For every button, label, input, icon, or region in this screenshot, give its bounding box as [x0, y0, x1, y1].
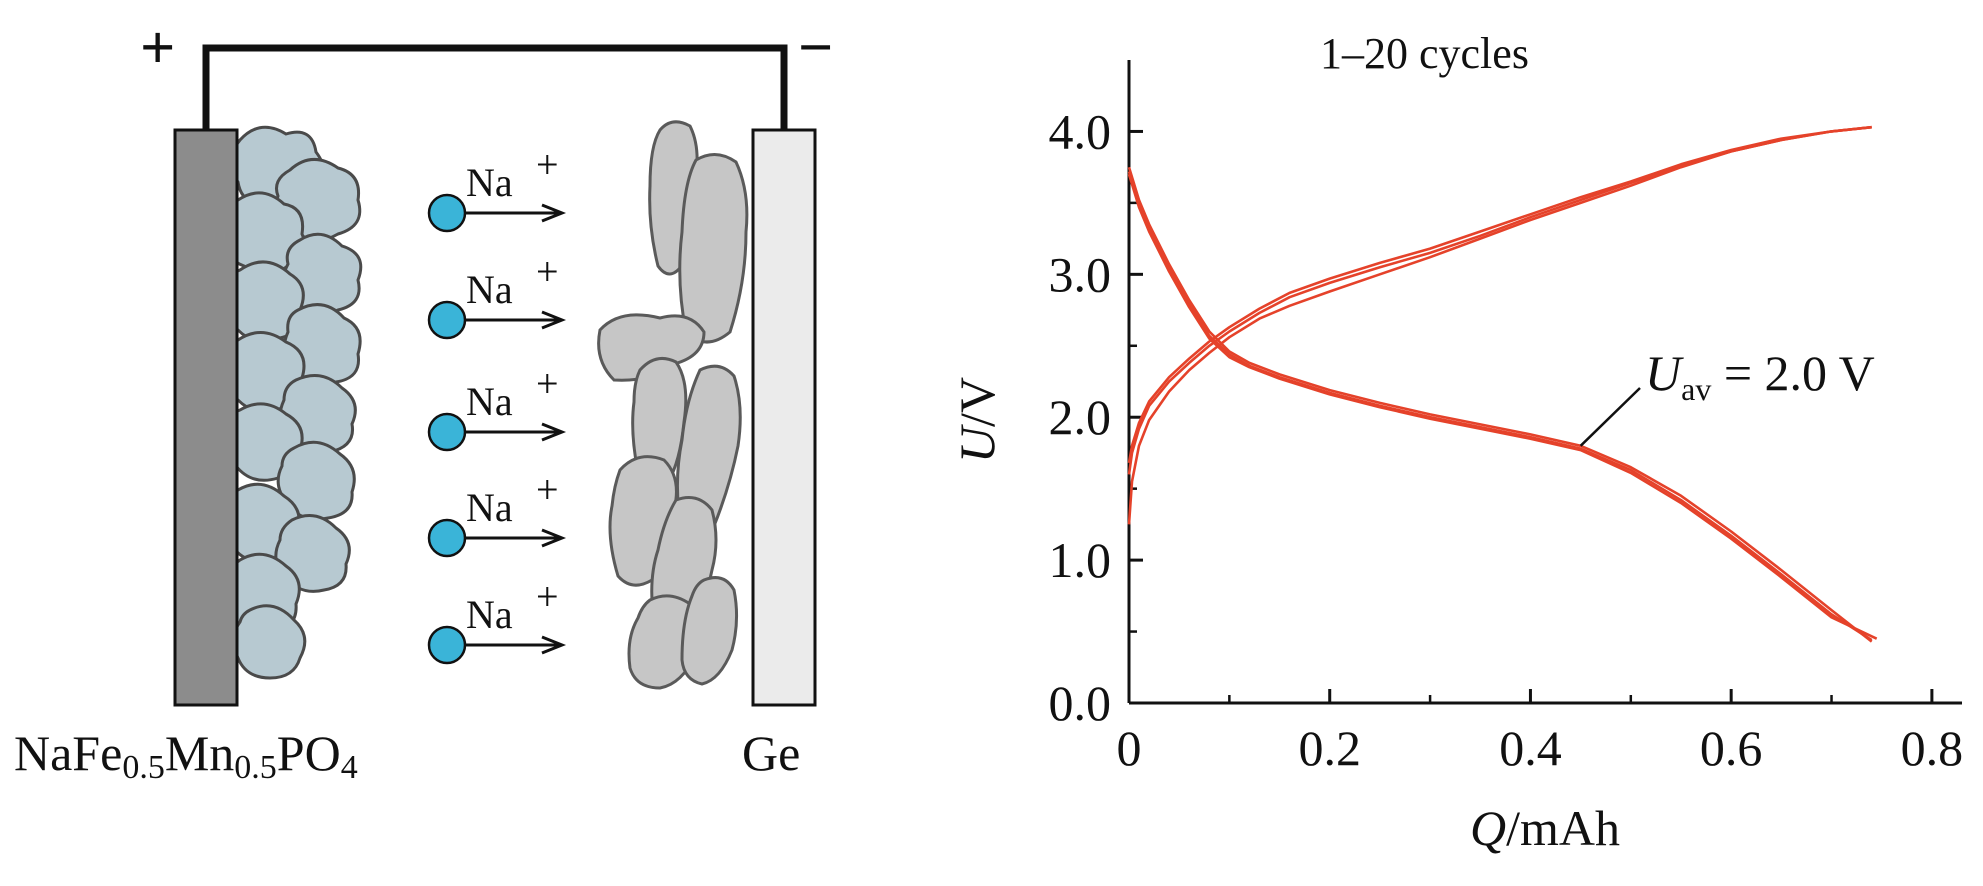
- x-tick-label: 0.4: [1499, 720, 1562, 776]
- discharge-curve-5: [1127, 171, 1873, 642]
- average-voltage-annotation: Uav = 2.0 V: [1579, 345, 1875, 447]
- sodium-ion-icon: [427, 518, 467, 558]
- ion-row-4: Na +: [427, 467, 567, 558]
- ion-charge: +: [536, 142, 559, 187]
- arrowhead-icon: [541, 635, 567, 655]
- y-tick-label: 0.0: [1049, 675, 1112, 731]
- ion-label: Na: [466, 379, 513, 424]
- y-axis-title: U/V: [949, 377, 1005, 463]
- x-axis: 0 0.2 0.4 0.6 0.8: [1117, 689, 1964, 776]
- discharge-curve-6: [1127, 173, 1878, 640]
- ion-row-1: Na +: [427, 142, 567, 233]
- y-tick-label: 2.0: [1049, 389, 1112, 445]
- sodium-ion-icon: [427, 300, 467, 340]
- annotation-leader-line: [1579, 387, 1641, 447]
- sodium-ion-icon: [427, 412, 467, 452]
- ion-charge: +: [536, 574, 559, 619]
- positive-terminal-sign: +: [140, 14, 175, 82]
- ion-label: Na: [466, 592, 513, 637]
- cathode-particles: [221, 125, 363, 680]
- arrowhead-icon: [541, 422, 567, 442]
- y-tick-label: 1.0: [1049, 532, 1112, 588]
- ion-charge: +: [536, 361, 559, 406]
- ion-label: Na: [466, 485, 513, 530]
- anode-electrode: [751, 128, 817, 707]
- ion-label: Na: [466, 160, 513, 205]
- sodium-ion-icon: [427, 625, 467, 665]
- chart: 1–20 cycles 0.0 1.0 2.0 3.0 4.0 0 0.2 0.4 0.6 0.…: [949, 29, 1963, 856]
- ion-row-2: Na +: [427, 249, 567, 340]
- charge-curve-3: [1127, 125, 1872, 464]
- x-tick-label: 0.6: [1700, 720, 1763, 776]
- x-tick-label: 0.2: [1298, 720, 1361, 776]
- x-axis-title: Q/mAh: [1470, 800, 1620, 856]
- arrowhead-icon: [541, 203, 567, 223]
- y-tick-label: 3.0: [1049, 246, 1112, 302]
- ion-charge: +: [536, 467, 559, 512]
- circuit-wire: [202, 44, 788, 130]
- cathode-label: NaFe0.5Mn0.5PO4: [14, 725, 358, 786]
- x-tick-label: 0.8: [1901, 720, 1964, 776]
- charge-curve-2: [1127, 125, 1872, 475]
- ion-row-5: Na +: [427, 574, 567, 665]
- series-layer: [1127, 125, 1878, 643]
- x-tick-label: 0: [1117, 720, 1142, 776]
- annotation-text: Uav = 2.0 V: [1645, 345, 1875, 407]
- anode-particles: [597, 120, 749, 690]
- chart-title: 1–20 cycles: [1320, 29, 1529, 78]
- arrowhead-icon: [541, 310, 567, 330]
- anode-label: Ge: [742, 725, 800, 781]
- ion-row-3: Na +: [427, 361, 567, 452]
- cell-diagram: + − Na +: [14, 14, 833, 786]
- discharge-curve-4: [1127, 166, 1873, 643]
- negative-terminal-sign: −: [798, 14, 833, 82]
- ion-label: Na: [466, 267, 513, 312]
- y-tick-label: 4.0: [1049, 103, 1112, 159]
- x-ticks: 0 0.2 0.4 0.6 0.8: [1117, 689, 1964, 776]
- arrowhead-icon: [541, 528, 567, 548]
- sodium-ion-icon: [427, 193, 467, 233]
- cathode-electrode: [173, 128, 239, 707]
- ion-charge: +: [536, 249, 559, 294]
- y-ticks: 0.0 1.0 2.0 3.0 4.0: [1049, 103, 1143, 731]
- y-axis: 0.0 1.0 2.0 3.0 4.0: [1049, 60, 1143, 731]
